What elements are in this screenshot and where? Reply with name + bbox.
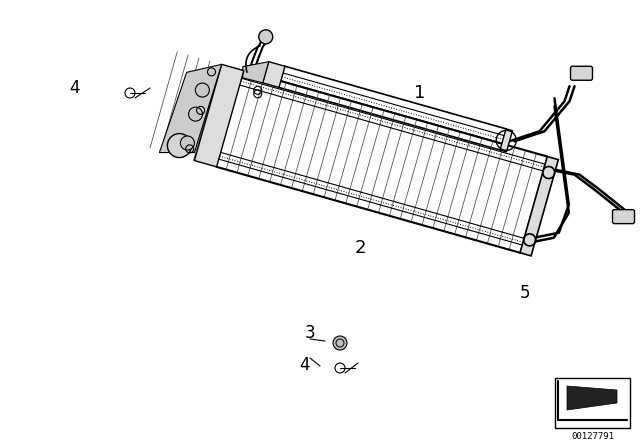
Polygon shape [195,65,244,167]
Circle shape [168,134,191,158]
Text: 3: 3 [305,324,316,342]
Bar [555,378,630,428]
Circle shape [180,136,195,150]
Circle shape [195,83,209,97]
Text: 2: 2 [355,239,365,257]
FancyBboxPatch shape [612,210,634,224]
Text: 5: 5 [520,284,531,302]
Circle shape [259,30,273,44]
FancyBboxPatch shape [570,66,593,80]
Text: 4: 4 [70,79,80,97]
Polygon shape [159,65,221,153]
Polygon shape [500,129,513,152]
Text: 00127791: 00127791 [571,431,614,440]
Circle shape [333,336,347,350]
Polygon shape [520,156,558,256]
Text: 1: 1 [414,84,426,102]
Circle shape [189,107,202,121]
Polygon shape [263,62,285,87]
Polygon shape [567,386,617,410]
Text: 4: 4 [300,356,310,374]
Polygon shape [243,62,269,83]
